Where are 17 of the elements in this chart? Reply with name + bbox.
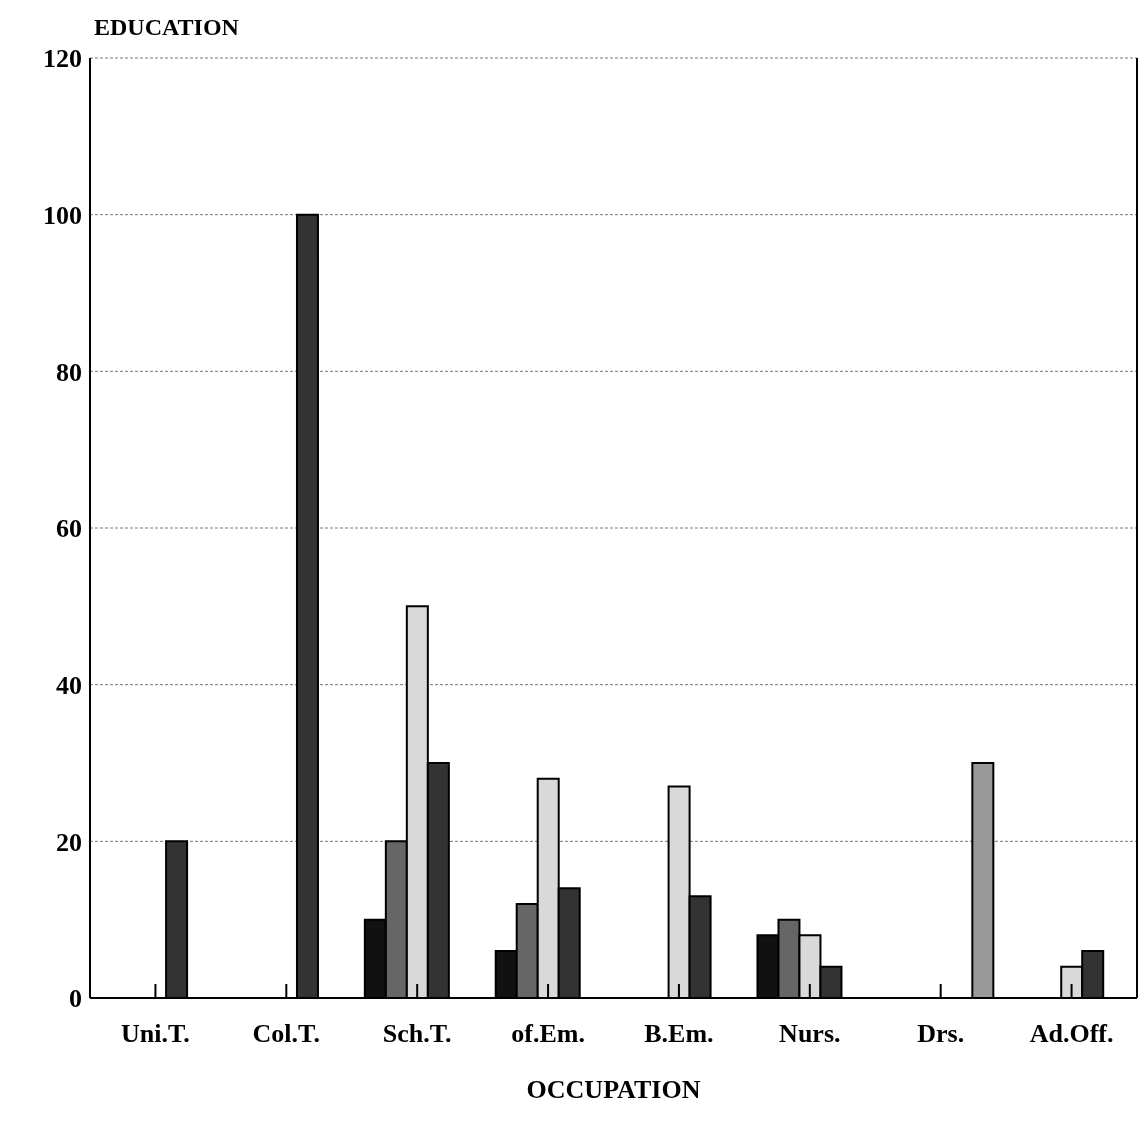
y-tick-label: 20 xyxy=(56,827,82,857)
x-tick-label: Drs. xyxy=(917,1019,965,1049)
y-tick-label: 0 xyxy=(69,984,82,1014)
y-tick-label: 40 xyxy=(56,670,82,700)
x-axis-title: OCCUPATION xyxy=(526,1075,701,1104)
y-tick-label: 80 xyxy=(56,357,82,387)
x-tick-label: Uni.T. xyxy=(121,1019,190,1049)
y-axis-title: EDUCATION xyxy=(94,14,239,41)
y-tick-label: 100 xyxy=(43,200,82,230)
x-tick-label: Col.T. xyxy=(252,1019,321,1049)
x-tick-label: Ad.Off. xyxy=(1029,1019,1114,1049)
x-tick-label: of.Em. xyxy=(511,1019,585,1049)
x-tick-label: B.Em. xyxy=(644,1019,714,1049)
y-tick-label: 120 xyxy=(43,44,82,74)
x-tick-label: Sch.T. xyxy=(382,1019,452,1049)
x-tick-label: Nurs. xyxy=(779,1019,841,1049)
y-tick-label: 60 xyxy=(56,514,82,544)
